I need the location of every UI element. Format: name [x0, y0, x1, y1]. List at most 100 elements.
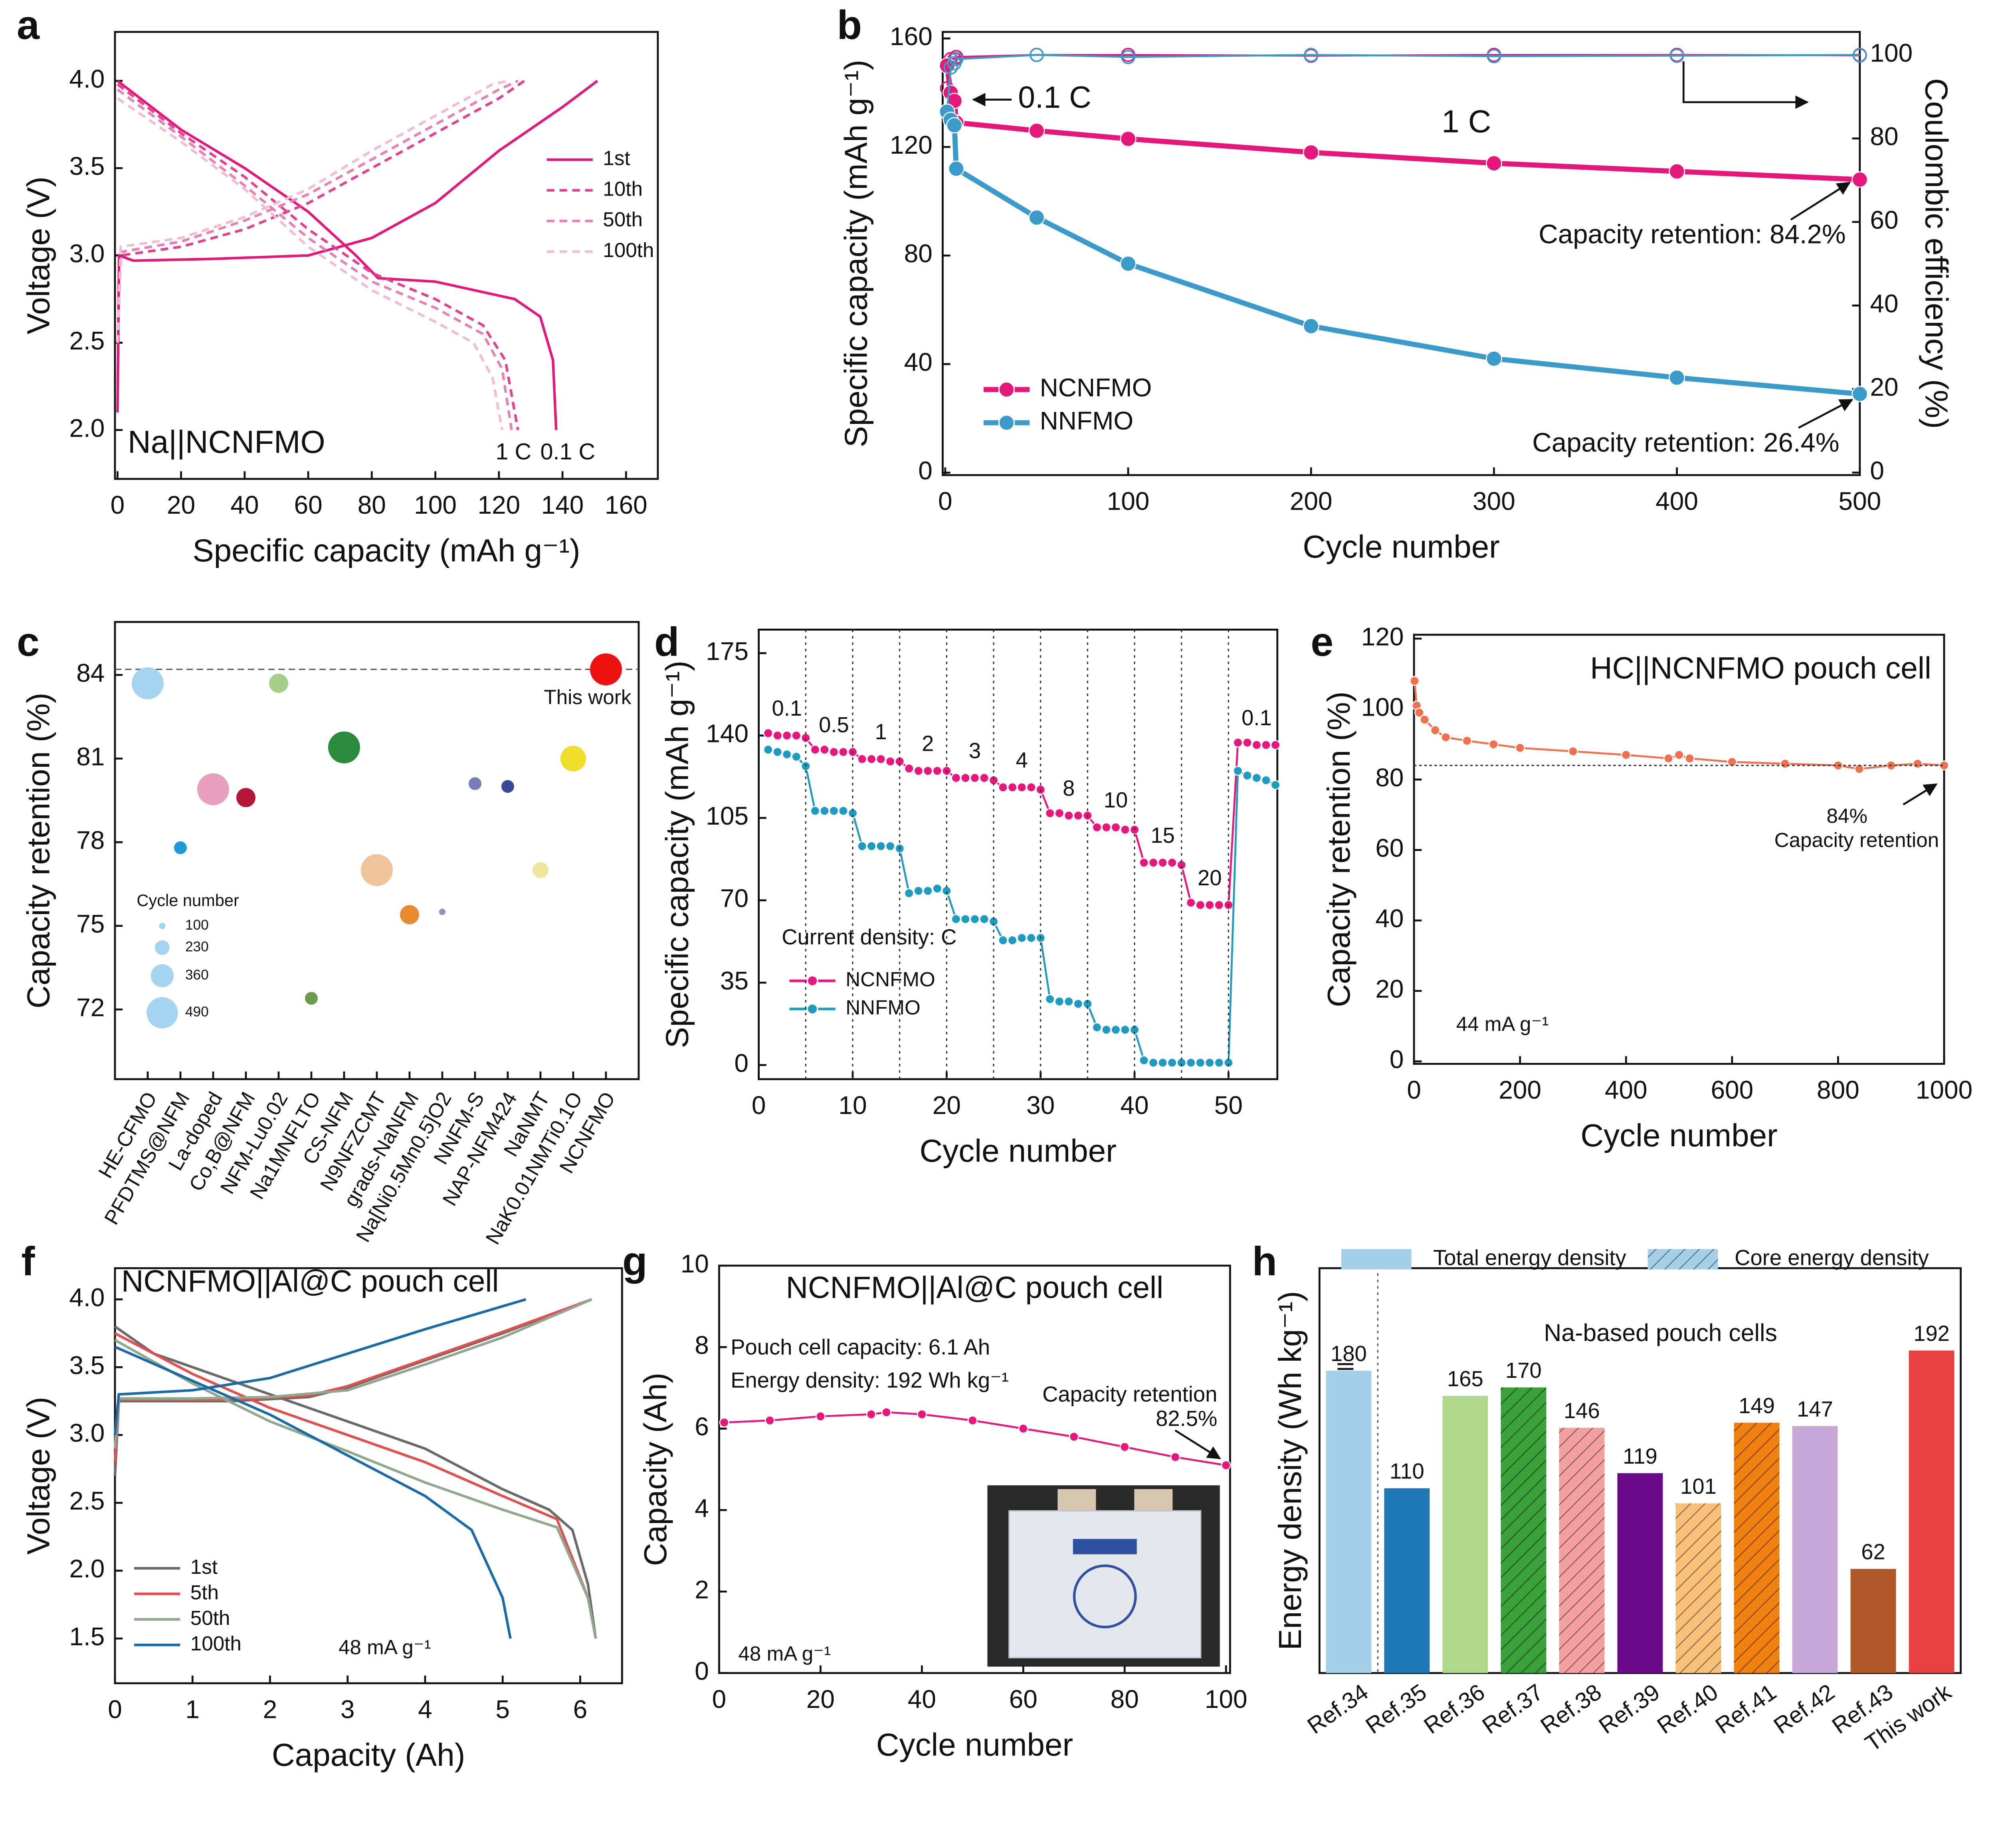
y-tick-label: 120	[1361, 622, 1404, 651]
y2-tick-label: 0	[1870, 456, 1884, 485]
marker	[1092, 822, 1102, 833]
bar	[1909, 1350, 1954, 1673]
panel-letter: d	[654, 619, 679, 665]
bubble	[131, 667, 164, 699]
line	[945, 111, 1860, 397]
marker	[1488, 739, 1499, 750]
marker	[885, 756, 895, 767]
legend-label: 100th	[190, 1632, 242, 1655]
bubble	[197, 773, 229, 805]
x-tick-label: 6	[573, 1695, 588, 1724]
y-axis-label: Energy density (Wh kg⁻¹)	[1272, 1291, 1308, 1650]
y-tick-label: 2.0	[69, 1554, 105, 1583]
marker	[948, 160, 964, 177]
y-tick-label: 0	[734, 1049, 748, 1077]
x-tick-label: 0	[108, 1695, 122, 1724]
x-tick-label: 600	[1711, 1076, 1753, 1104]
y-axis-label: Voltage (V)	[21, 1397, 56, 1555]
marker	[1028, 209, 1045, 226]
x-tick-label: Ref.37	[1478, 1679, 1548, 1739]
rate-label: 3	[969, 738, 981, 763]
marker	[1186, 1058, 1196, 1068]
x-tick-label: 40	[230, 491, 259, 519]
ce-marker	[1669, 48, 1684, 63]
y-tick-label: 10	[681, 1249, 709, 1278]
marker	[829, 747, 839, 757]
pouch-photo	[987, 1485, 1220, 1667]
bubble	[468, 777, 481, 790]
bar	[1675, 1503, 1721, 1673]
marker	[1242, 770, 1252, 781]
panel-letter: a	[17, 2, 40, 47]
x-tick-label: 500	[1838, 487, 1881, 516]
line	[113, 1298, 527, 1639]
y-tick-label: 105	[706, 801, 748, 830]
annotation: 48 mA g⁻¹	[738, 1642, 831, 1665]
marker	[1139, 1055, 1149, 1066]
marker	[979, 914, 989, 924]
legend-label: 5th	[190, 1581, 219, 1604]
marker	[1026, 933, 1036, 943]
y-tick-label: 35	[720, 966, 748, 995]
x-tick-label: 20	[933, 1091, 961, 1120]
marker	[815, 1411, 826, 1422]
bar	[1501, 1387, 1547, 1673]
x-tick-label: Ref.34	[1303, 1679, 1373, 1739]
x-tick-label: 2	[263, 1695, 277, 1724]
marker	[1167, 1058, 1177, 1068]
bubble	[305, 992, 318, 1005]
y2-tick-label: 100	[1870, 38, 1913, 67]
marker	[838, 747, 848, 757]
y-tick-label: 0	[918, 456, 933, 485]
marker	[1119, 1442, 1130, 1452]
value-label: 180	[1331, 1341, 1367, 1366]
ce-marker	[949, 52, 964, 66]
marker	[1485, 155, 1502, 172]
rate-label: 2	[922, 732, 934, 756]
legend-bubble	[159, 922, 166, 929]
x-tick-label: 0	[1407, 1076, 1421, 1104]
legend-title: Cycle number	[137, 891, 239, 910]
y2-tick-label: 40	[1870, 289, 1898, 318]
legend-label: 100th	[603, 239, 654, 261]
x-tick-label: Ref.42	[1769, 1679, 1840, 1739]
rate-label: 1	[875, 720, 887, 744]
marker	[960, 914, 970, 924]
marker	[1167, 857, 1177, 868]
marker	[951, 773, 961, 783]
bar	[1850, 1569, 1896, 1673]
annotation: NCNFMO||Al@C pouch cell	[121, 1264, 499, 1298]
legend-label: 1st	[190, 1555, 218, 1578]
y-tick-label: 6	[695, 1412, 709, 1441]
legend-label: 490	[185, 1004, 209, 1020]
arrow	[1682, 61, 1809, 109]
y-tick-label: 72	[76, 993, 105, 1022]
y-tick-label: 40	[1375, 904, 1404, 933]
marker	[791, 730, 802, 741]
annotation: 1 C	[1442, 103, 1491, 139]
marker	[1261, 775, 1271, 785]
panel-letter: g	[622, 1238, 648, 1284]
x-axis-label: Cycle number	[1580, 1118, 1777, 1153]
ce-marker	[1030, 47, 1044, 62]
y2-axis-label: Coulombic efficiency (%)	[1919, 78, 1954, 429]
rate-label: 10	[1104, 788, 1128, 812]
marker	[970, 773, 980, 783]
x-tick-label: Ref.36	[1420, 1679, 1490, 1739]
legend-bubble	[154, 940, 170, 955]
value-label: 101	[1680, 1474, 1717, 1499]
marker	[1017, 782, 1027, 793]
y-axis-label: Capacity (Ah)	[638, 1373, 673, 1566]
annotation: HC||NCNFMO pouch cell	[1590, 651, 1931, 685]
arrow	[1798, 399, 1853, 429]
marker	[1939, 760, 1949, 771]
marker	[1414, 707, 1424, 718]
annotation: 44 mA g⁻¹	[1456, 1013, 1549, 1035]
x-tick-label: 0	[111, 491, 125, 519]
annotation: 1 C	[496, 439, 532, 465]
marker	[998, 782, 1008, 793]
marker	[819, 744, 830, 755]
marker	[917, 1409, 927, 1419]
y-tick-label: 3.0	[69, 239, 105, 268]
x-tick-label: Ref.38	[1536, 1679, 1606, 1739]
